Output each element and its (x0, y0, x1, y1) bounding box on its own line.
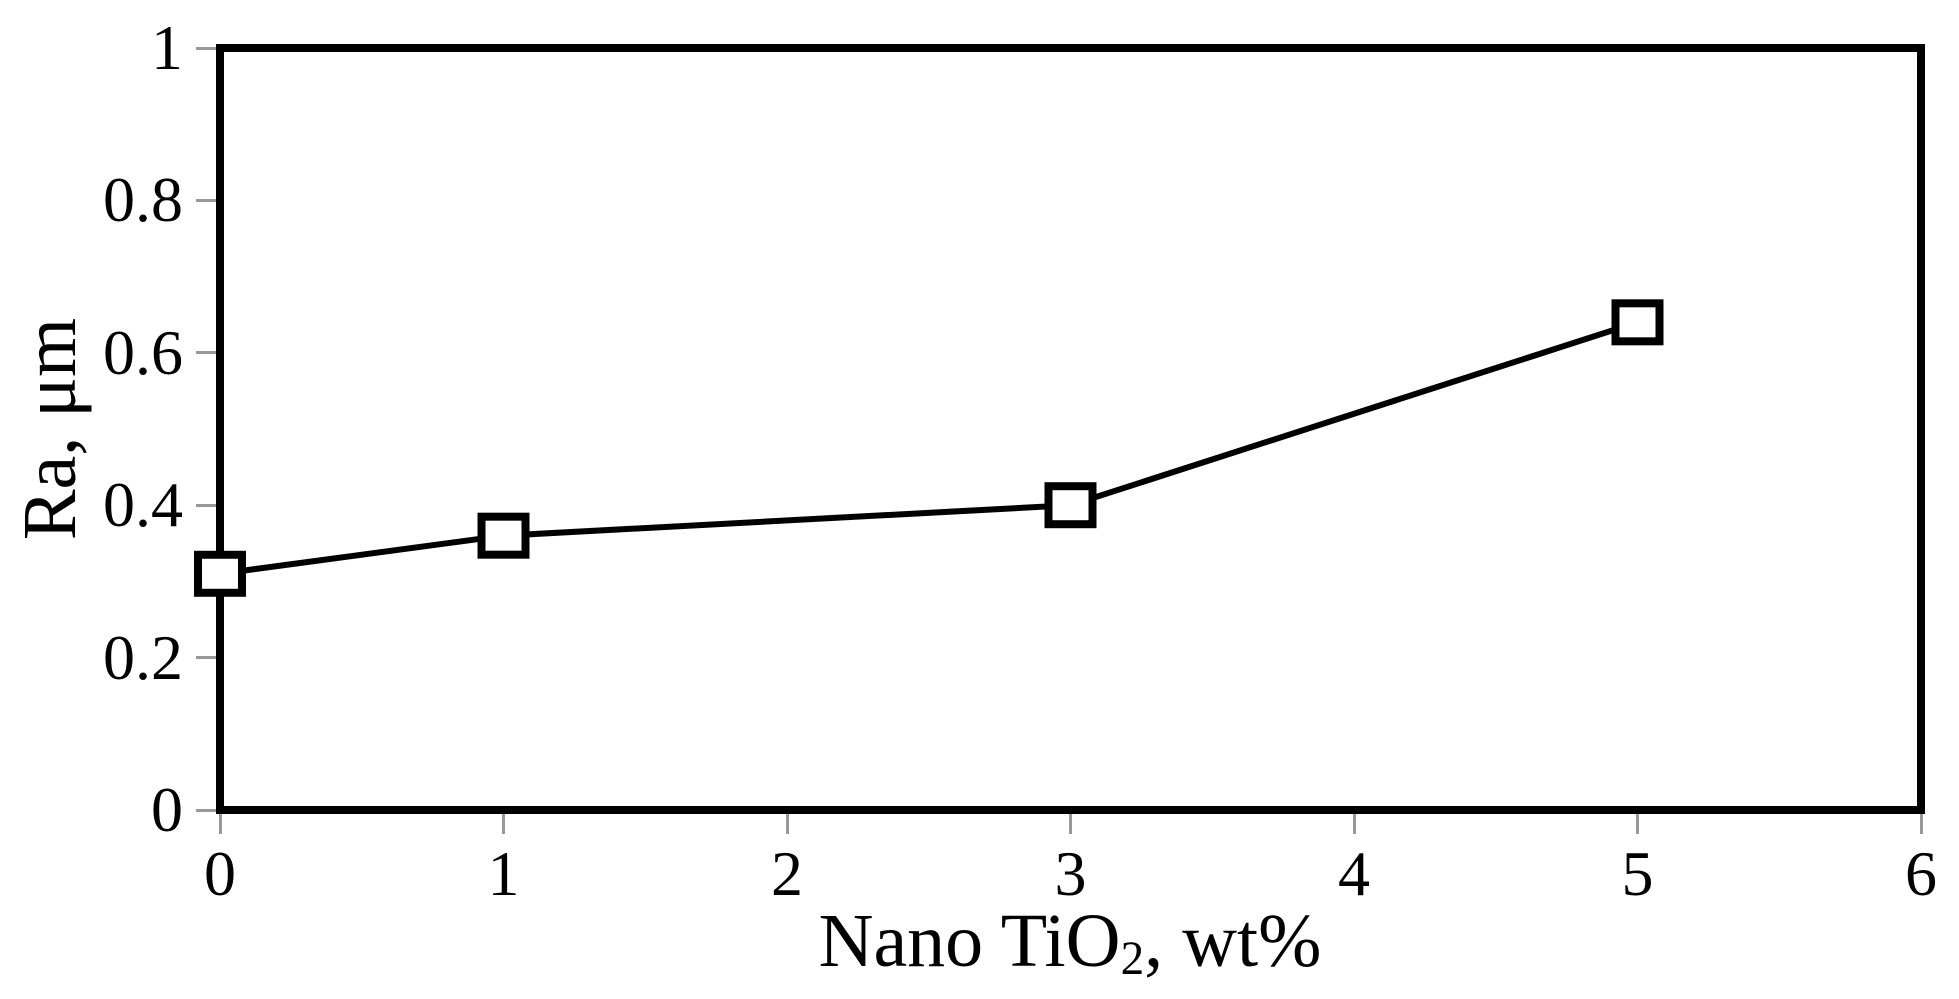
y-tick-label: 1 (151, 12, 183, 83)
y-axis-tick (196, 46, 216, 50)
y-axis-tick (196, 808, 216, 812)
x-axis-label: Nano TiO2, wt% (670, 899, 1470, 983)
y-axis-tick (196, 198, 216, 202)
y-axis-tick (196, 351, 216, 355)
x-axis-tick (1069, 814, 1072, 834)
y-tick-label: 0.2 (103, 621, 183, 693)
x-axis-tick (785, 814, 789, 834)
y-tick-label: 0.4 (103, 469, 183, 541)
x-axis-tick (218, 814, 222, 834)
x-tick-label: 5 (1621, 838, 1654, 909)
y-tick-label: 0.8 (103, 164, 183, 236)
series-line (219, 319, 1639, 577)
x-axis-label-text: Nano TiO (818, 899, 1121, 983)
data-point-marker (1044, 482, 1097, 529)
y-axis-tick (196, 656, 216, 660)
x-axis-label-subscript: 2 (1120, 932, 1145, 985)
data-point-marker (477, 512, 530, 559)
x-axis-tick (502, 814, 505, 834)
x-tick-label: 2 (771, 838, 803, 909)
data-point-marker (194, 550, 246, 597)
x-axis-tick (1919, 814, 1923, 834)
plot-area (216, 44, 1925, 814)
x-axis-label-units: , wt% (1144, 899, 1322, 983)
y-axis-tick (196, 503, 216, 507)
x-tick-label: 0 (204, 838, 236, 909)
x-axis-tick (1352, 814, 1356, 834)
x-tick-label: 4 (1338, 838, 1370, 909)
y-tick-label: 0 (151, 774, 183, 845)
x-tick-label: 6 (1905, 838, 1937, 909)
x-axis-tick (1636, 814, 1639, 834)
x-tick-label: 1 (487, 838, 520, 909)
x-tick-label: 3 (1054, 838, 1087, 909)
data-point-marker (1611, 299, 1664, 346)
y-tick-label: 0.6 (103, 316, 183, 388)
